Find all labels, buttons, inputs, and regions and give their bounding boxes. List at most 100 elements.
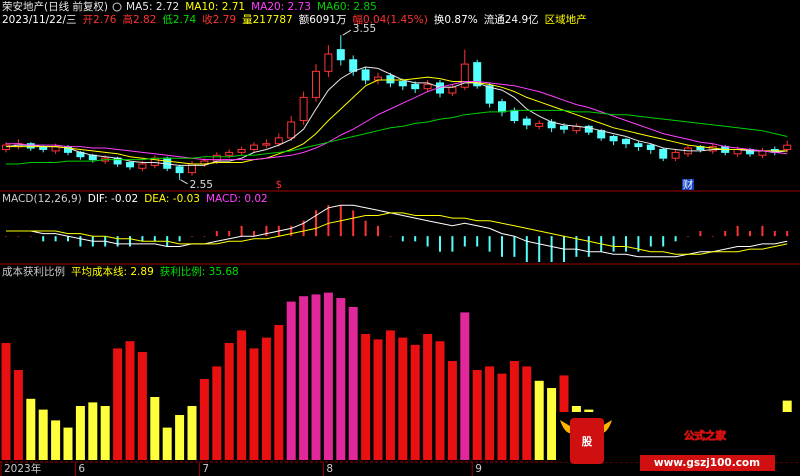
candle-body — [287, 121, 296, 139]
macd-bar — [538, 236, 541, 262]
macd-bar — [17, 236, 20, 237]
profit-bar — [100, 406, 110, 460]
profit-bar — [199, 379, 209, 460]
profit-bar — [373, 339, 383, 460]
macd-bar — [476, 236, 479, 247]
quote-info: 收2.79 — [202, 13, 236, 26]
profit-bar — [212, 366, 222, 460]
profit-bar — [286, 301, 296, 460]
profit-bar — [113, 348, 123, 460]
legend-entry: MACD: 0.02 — [206, 193, 268, 205]
macd-bar — [228, 231, 231, 237]
candle-body — [398, 80, 407, 87]
candle-body — [535, 122, 544, 127]
candle-body — [225, 151, 234, 156]
macd-bar — [674, 236, 677, 242]
ma-line — [6, 81, 788, 161]
profit-bar — [38, 409, 48, 460]
macd-bar — [327, 205, 330, 237]
x-tick-label: 6 — [78, 463, 85, 475]
macd-bar — [711, 236, 714, 237]
candle-body — [250, 144, 258, 150]
candle-body — [237, 148, 246, 153]
macd-bar — [575, 236, 578, 257]
candle-body — [448, 86, 457, 94]
legend-entry: MA5: 2.72 — [126, 1, 179, 13]
profit-bar — [1, 343, 11, 460]
profit-bar — [423, 334, 433, 460]
profit-bar — [63, 427, 73, 460]
macd-bar — [439, 236, 441, 252]
candle-body — [423, 83, 432, 90]
candle-body — [411, 83, 420, 90]
legend-entry: DEA: -0.03 — [144, 193, 200, 205]
macd-bar — [736, 225, 739, 237]
legend-entry: 获利比例: 35.68 — [160, 265, 239, 278]
profit-bar — [26, 398, 36, 460]
profit-bar — [534, 380, 544, 460]
x-tick-label: 8 — [326, 463, 333, 475]
event-marker-box — [682, 179, 694, 190]
profit-bar — [274, 325, 284, 460]
quote-info: 高2.82 — [122, 13, 156, 26]
annotation-leader — [180, 179, 188, 185]
x-tick-label: 2023年 — [4, 462, 41, 475]
candle-body — [671, 151, 680, 159]
chart-title: 荣安地产(日线 前复权) — [2, 0, 108, 13]
macd-bar — [649, 236, 652, 247]
macd-bar — [426, 236, 429, 247]
profit-bar — [361, 334, 371, 460]
quote-info: 额6091万 — [299, 13, 347, 26]
profit-bar — [435, 341, 445, 460]
macd-bar — [699, 231, 702, 237]
macd-bar — [401, 236, 404, 242]
macd-bar — [513, 236, 516, 257]
candle-body — [522, 118, 531, 126]
candle-body — [473, 62, 482, 87]
profit-bar — [175, 415, 185, 460]
profit-bar — [162, 427, 172, 460]
site-name: 公式之家 — [684, 429, 726, 442]
profit-bar — [150, 397, 160, 460]
macd-bar — [116, 236, 119, 247]
quote-info: 流通24.9亿 — [484, 13, 539, 26]
macd-bar — [749, 231, 751, 237]
candle-body — [659, 148, 668, 159]
quote-info: 低2.74 — [162, 13, 196, 26]
profit-bar — [398, 337, 408, 460]
candle-body — [274, 137, 283, 145]
candle-body — [262, 143, 271, 146]
high-annotation: 3.55 — [353, 23, 376, 35]
macd-bar — [265, 225, 268, 237]
profit-bar — [187, 406, 197, 460]
profit-bar — [447, 361, 457, 460]
x-tick-label: 9 — [475, 463, 482, 475]
profit-bar — [547, 388, 557, 460]
event-marker: 财 — [683, 178, 694, 191]
candle-body — [324, 53, 333, 72]
annotation-leader — [342, 29, 352, 36]
macd-bar — [364, 220, 367, 237]
macd-bar — [687, 236, 689, 237]
candle-body — [299, 96, 308, 122]
ma-line — [6, 109, 788, 165]
profit-bar — [522, 366, 532, 460]
profit-bar — [237, 330, 247, 460]
macd-bar — [54, 236, 57, 242]
macd-bar — [662, 236, 665, 247]
candle-body — [212, 154, 221, 162]
quote-info: 2023/11/22/三 — [2, 14, 77, 26]
macd-bar — [612, 236, 615, 252]
profit-bar — [224, 343, 234, 460]
low-annotation: 2.55 — [190, 179, 213, 191]
macd-bar — [29, 236, 32, 237]
logo-text: 股 — [582, 436, 593, 448]
candle-body — [2, 144, 10, 150]
site-url: www.gszj100.com — [654, 457, 760, 469]
profit-bar — [261, 337, 271, 460]
quote-info: 量217787 — [242, 14, 293, 26]
macd-bar — [451, 236, 454, 252]
profit-bar — [75, 406, 85, 460]
macd-bar — [463, 236, 466, 247]
macd-bar — [67, 236, 69, 242]
